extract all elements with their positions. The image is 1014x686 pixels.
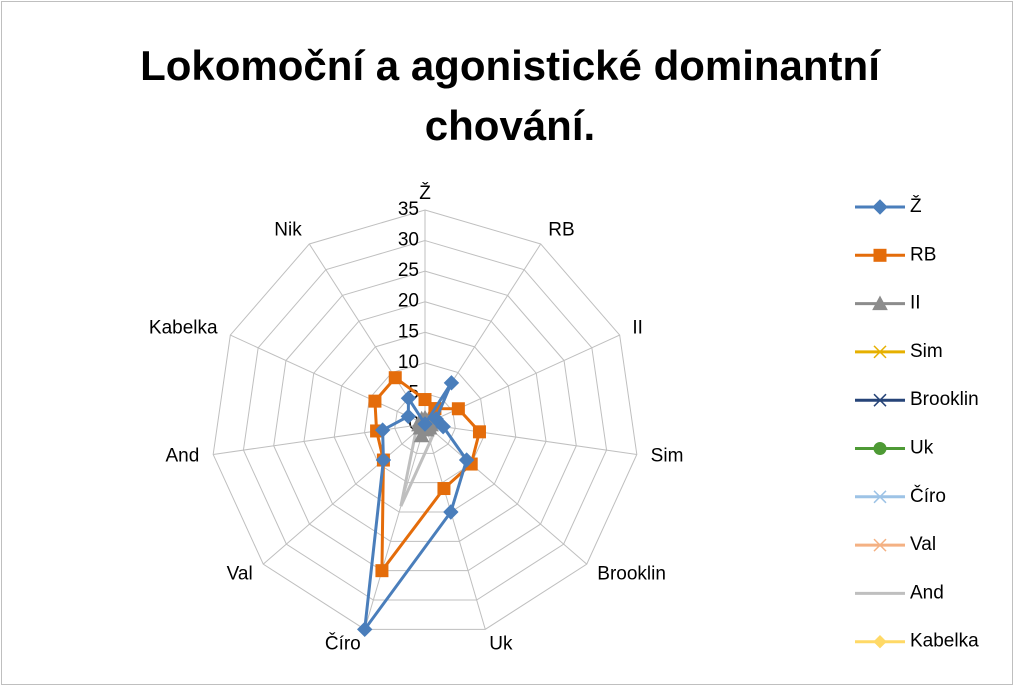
y-tick-label: 15	[398, 321, 419, 342]
axis-line	[424, 423, 588, 565]
category-label: Ž	[419, 182, 431, 204]
legend-label: Val	[910, 534, 936, 555]
marker	[428, 411, 444, 427]
marker	[472, 425, 486, 439]
axis-line	[213, 423, 426, 455]
marker	[873, 345, 887, 359]
y-tick-label: 20	[398, 291, 419, 312]
category-label: Číro	[325, 633, 361, 655]
category-label: Val	[227, 564, 253, 585]
category-label: Uk	[489, 634, 513, 655]
marker	[375, 452, 392, 468]
legend-label: RB	[910, 244, 936, 265]
category-label: Sim	[651, 446, 684, 467]
marker	[443, 504, 459, 520]
marker	[375, 564, 389, 578]
category-label: Kabelka	[149, 317, 218, 338]
marker	[368, 394, 382, 408]
axis-line	[230, 334, 426, 425]
category-label: Nik	[274, 220, 302, 241]
marker	[873, 538, 887, 552]
legend-label: And	[910, 582, 944, 603]
marker	[400, 390, 417, 406]
marker	[873, 442, 887, 455]
marker	[873, 490, 887, 504]
legend-label: II	[910, 293, 921, 314]
axis-line	[262, 423, 426, 565]
marker	[872, 199, 888, 215]
axis-line	[424, 423, 486, 630]
marker	[374, 422, 391, 438]
marker	[435, 418, 451, 435]
marker	[873, 393, 887, 407]
marker	[872, 295, 888, 311]
grid-line	[242, 240, 608, 601]
y-tick-label: 35	[398, 199, 419, 220]
category-label: RB	[548, 220, 574, 241]
legend-label: Kabelka	[910, 631, 979, 652]
marker	[458, 452, 475, 468]
y-tick-label: 10	[398, 352, 419, 373]
marker	[417, 416, 433, 432]
y-tick-label: 30	[398, 230, 419, 251]
marker	[437, 482, 451, 496]
marker	[873, 634, 887, 649]
chart-title: Lokomoční a agonistické dominantní chová…	[140, 42, 880, 149]
legend-label: Číro	[910, 485, 946, 507]
grid-line	[303, 301, 547, 542]
grid-line	[363, 362, 487, 484]
category-label: Brooklin	[597, 564, 666, 585]
marker	[873, 248, 887, 262]
y-tick-label: 0	[408, 413, 419, 434]
marker	[388, 371, 402, 385]
marker	[357, 621, 373, 638]
legend-label: Ž	[910, 195, 922, 217]
category-label: II	[632, 317, 643, 338]
marker	[418, 393, 432, 407]
legend-label: Brooklin	[910, 389, 979, 410]
marker	[400, 408, 417, 425]
marker	[413, 427, 430, 443]
y-tick-label: 25	[398, 260, 419, 281]
legend-label: Uk	[910, 438, 934, 459]
axis-line	[424, 423, 637, 455]
axis-line	[364, 423, 426, 630]
marker	[443, 375, 460, 391]
marker	[451, 402, 465, 416]
legend-label: Sim	[910, 341, 943, 362]
category-label: And	[166, 446, 200, 467]
grid-line	[273, 270, 577, 572]
grid-line	[212, 209, 638, 630]
